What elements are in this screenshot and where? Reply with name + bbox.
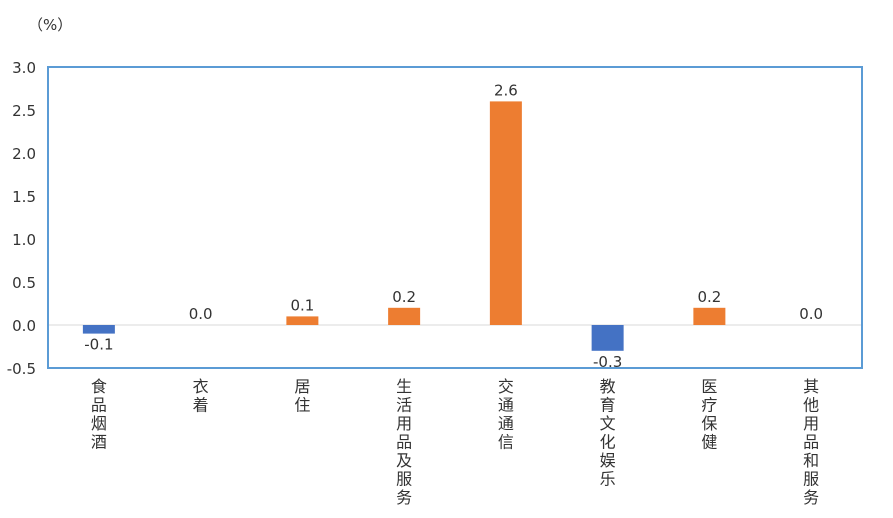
data-label: 0.0 xyxy=(189,305,213,323)
x-tick-label: 医疗保健 xyxy=(701,377,717,452)
bar xyxy=(693,307,726,325)
data-label: 0.1 xyxy=(290,296,314,314)
y-tick-label: 2.0 xyxy=(12,145,36,163)
x-tick-label: 食品烟酒 xyxy=(91,377,107,452)
x-tick-label: 交通通信 xyxy=(498,377,514,452)
bar xyxy=(388,307,421,325)
data-label: -0.1 xyxy=(84,336,113,354)
x-tick-label: 教育文化娱乐 xyxy=(600,377,616,489)
y-tick-label: 3.0 xyxy=(12,59,36,77)
data-label: 2.6 xyxy=(494,81,518,99)
bar xyxy=(591,325,624,351)
bar xyxy=(489,101,522,326)
data-label: 0.0 xyxy=(799,305,823,323)
bar xyxy=(286,316,319,325)
x-tick-label: 生活用品及服务 xyxy=(396,377,412,507)
y-tick-label: -0.5 xyxy=(7,360,36,378)
x-tick-label: 居住 xyxy=(294,377,310,415)
y-tick-label: 1.5 xyxy=(12,188,36,206)
y-tick-label: 1.0 xyxy=(12,231,36,249)
plot-frame xyxy=(47,66,863,369)
x-tick-label: 衣着 xyxy=(193,377,209,415)
bar xyxy=(82,325,115,334)
y-tick-label: 0.5 xyxy=(12,274,36,292)
data-label: 0.2 xyxy=(697,288,721,306)
data-label: 0.2 xyxy=(392,288,416,306)
x-tick-label: 其他用品和服务 xyxy=(803,377,819,507)
y-tick-label: 2.5 xyxy=(12,102,36,120)
data-label: -0.3 xyxy=(593,353,622,371)
unit-label: （%） xyxy=(28,16,73,34)
y-tick-label: 0.0 xyxy=(12,317,36,335)
